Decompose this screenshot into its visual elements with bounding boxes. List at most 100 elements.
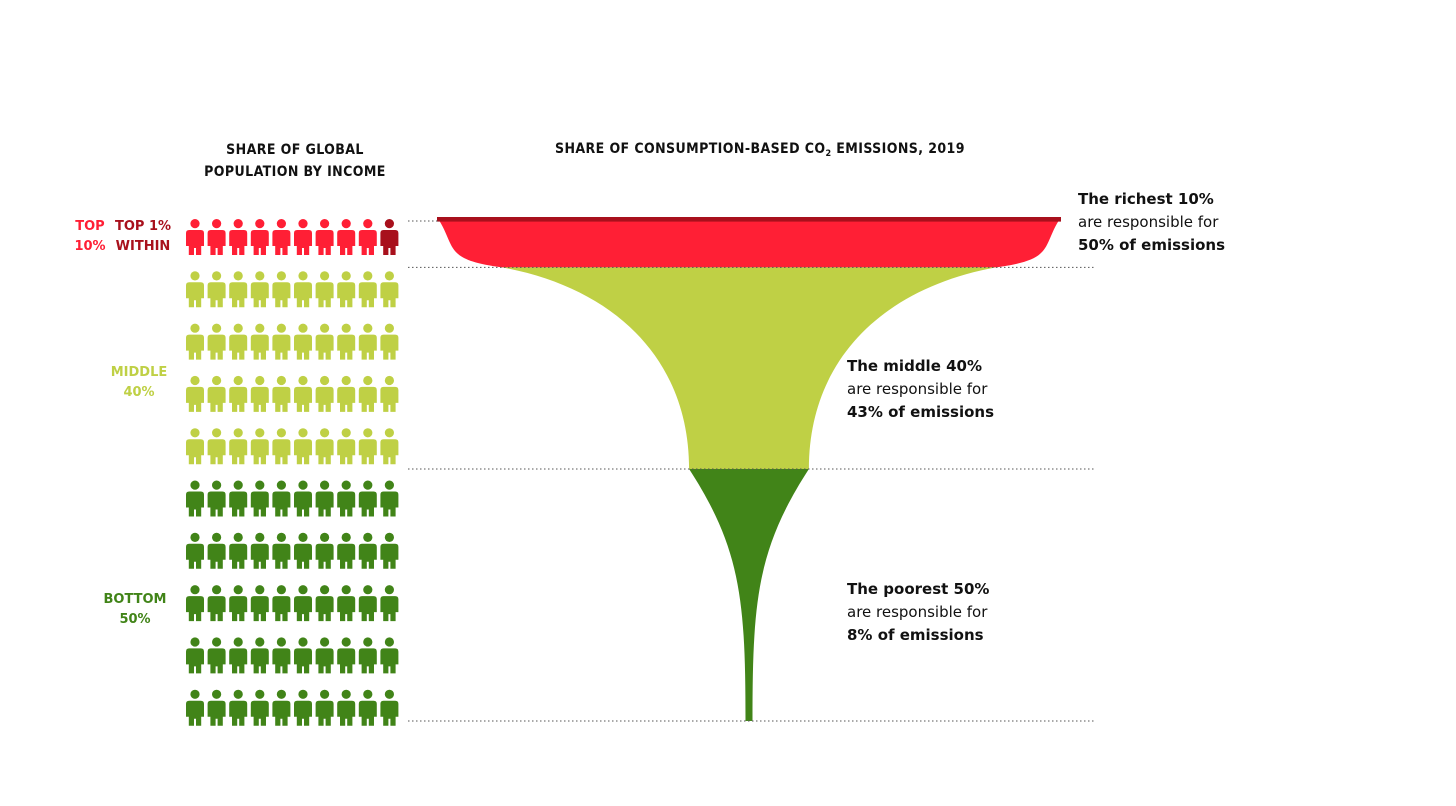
middle40-label-line1: MIDDLE: [110, 365, 168, 380]
person-icon: [337, 271, 356, 308]
emissions-heading-rest: EMISSIONS, 2019: [831, 141, 965, 157]
bottom50-label: BOTTOM 50%: [100, 590, 170, 630]
annotation-top10-line2: are responsible for: [1078, 213, 1219, 231]
person-icon: [229, 532, 248, 569]
middle40-label-line2: 40%: [123, 385, 155, 400]
person-icon: [337, 480, 356, 517]
annotation-middle40-line3: 43% of emissions: [847, 403, 995, 421]
annotation-middle40-line2: are responsible for: [847, 380, 988, 398]
middle40-label: MIDDLE 40%: [104, 363, 174, 403]
person-icon: [250, 585, 269, 622]
person-icon: [358, 375, 377, 412]
person-icon: [250, 271, 269, 308]
person-icon: [229, 428, 248, 465]
person-icon: [380, 323, 399, 360]
person-icon: [272, 689, 291, 726]
person-icon: [186, 532, 204, 569]
person-icon: [207, 689, 226, 726]
person-icon: [380, 585, 399, 622]
person-icon: [250, 689, 269, 726]
bottom50-label-line2: 50%: [119, 612, 151, 627]
person-icon: [272, 375, 291, 412]
person-icon: [315, 689, 334, 726]
person-icon: [186, 375, 204, 412]
funnel-segment-middle40: [502, 267, 996, 469]
person-icon: [380, 271, 399, 308]
person-icon: [207, 585, 226, 622]
funnel-segment-top1: [437, 217, 1061, 222]
annotation-bottom50-line3: 8% of emissions: [847, 626, 984, 644]
person-icon: [272, 219, 291, 255]
person-icon: [294, 532, 312, 569]
top10-label-line1: TOP: [75, 219, 105, 234]
person-icon: [315, 323, 334, 360]
population-heading: SHARE OF GLOBAL POPULATION BY INCOME: [190, 139, 400, 183]
annotation-top10-line1: The richest 10%: [1078, 190, 1214, 208]
person-icon: [294, 428, 312, 465]
person-icon: [207, 219, 226, 255]
person-icon: [229, 585, 248, 622]
annotation-bottom50-line1: The poorest 50%: [847, 580, 990, 598]
person-icon: [186, 271, 204, 308]
top10-label-line2: 10%: [74, 239, 106, 254]
person-icon: [272, 271, 291, 308]
top1-label-line1: TOP 1%: [114, 219, 172, 234]
person-icon: [250, 637, 269, 674]
emissions-heading: SHARE OF CONSUMPTION-BASED CO2 EMISSIONS…: [555, 138, 965, 165]
person-icon: [272, 428, 291, 465]
person-icon: [358, 585, 377, 622]
person-icon: [358, 219, 377, 255]
annotation-top10-line3: 50% of emissions: [1078, 236, 1226, 254]
annotation-bottom50: The poorest 50% are responsible for 8% o…: [847, 578, 989, 647]
person-icon: [207, 532, 226, 569]
top1-label-line2: WITHIN: [115, 239, 171, 254]
person-icon: [337, 323, 356, 360]
emissions-heading-main: SHARE OF CONSUMPTION-BASED CO: [555, 141, 826, 157]
person-icon: [337, 375, 356, 412]
funnel-segment-bottom50: [689, 469, 809, 721]
annotation-bottom50-line2: are responsible for: [847, 603, 988, 621]
person-icon: [380, 428, 399, 465]
person-icon: [229, 375, 248, 412]
person-icon: [207, 480, 226, 517]
person-icon: [272, 637, 291, 674]
top1-label: TOP 1% WITHIN: [112, 217, 174, 257]
person-icon: [380, 689, 399, 726]
person-icon: [315, 637, 334, 674]
person-icon: [229, 689, 248, 726]
person-icon: [294, 585, 312, 622]
person-icon-top1: [380, 219, 399, 255]
emissions-heading-sub: 2: [825, 149, 832, 159]
person-icon: [358, 532, 377, 569]
person-icon: [315, 375, 334, 412]
person-icon: [229, 480, 248, 517]
person-icon: [294, 323, 312, 360]
person-icon: [250, 323, 269, 360]
population-heading-line2: POPULATION BY INCOME: [204, 164, 386, 180]
annotation-top10: The richest 10% are responsible for 50% …: [1078, 188, 1225, 257]
bottom50-label-line1: BOTTOM: [103, 592, 167, 607]
annotation-middle40-line1: The middle 40%: [847, 357, 982, 375]
dotted-guide-lines: [408, 220, 1096, 722]
person-icon: [294, 689, 312, 726]
person-icon: [380, 637, 399, 674]
population-heading-line1: SHARE OF GLOBAL: [226, 142, 364, 158]
person-icon: [315, 585, 334, 622]
person-icon: [337, 689, 356, 726]
person-icon: [186, 689, 204, 726]
person-icon: [337, 428, 356, 465]
person-icon: [250, 219, 269, 255]
person-icon: [358, 428, 377, 465]
person-icon: [315, 532, 334, 569]
person-icon: [337, 585, 356, 622]
person-icon: [380, 375, 399, 412]
population-icon-grid: [186, 219, 399, 726]
person-icon: [186, 585, 204, 622]
person-icon: [207, 428, 226, 465]
person-icon: [358, 323, 377, 360]
person-icon: [337, 532, 356, 569]
person-icon: [358, 637, 377, 674]
person-icon: [337, 219, 356, 255]
person-icon: [315, 428, 334, 465]
